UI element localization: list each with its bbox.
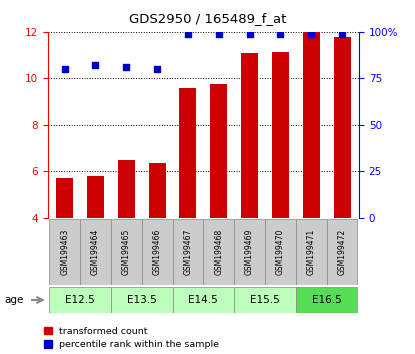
Bar <box>296 219 327 285</box>
Bar <box>111 219 142 285</box>
Text: E15.5: E15.5 <box>250 295 280 305</box>
Text: GSM199467: GSM199467 <box>183 229 193 275</box>
Bar <box>296 287 357 313</box>
Bar <box>203 219 234 285</box>
Bar <box>49 287 111 313</box>
Bar <box>111 287 173 313</box>
Bar <box>334 36 351 218</box>
Text: GSM199464: GSM199464 <box>91 229 100 275</box>
Bar <box>142 219 173 285</box>
Point <box>277 31 284 36</box>
Text: E12.5: E12.5 <box>65 295 95 305</box>
Text: GSM199472: GSM199472 <box>337 229 347 275</box>
Text: GSM199469: GSM199469 <box>245 229 254 275</box>
Point <box>92 62 99 68</box>
Bar <box>87 176 104 218</box>
Bar <box>327 219 357 285</box>
Point <box>185 31 191 36</box>
Point <box>339 31 345 36</box>
Point <box>154 66 161 72</box>
Bar <box>265 219 296 285</box>
Text: GSM199465: GSM199465 <box>122 229 131 275</box>
Bar <box>241 53 258 218</box>
Point <box>215 31 222 36</box>
Text: E16.5: E16.5 <box>312 295 342 305</box>
Bar <box>234 219 265 285</box>
Text: GSM199466: GSM199466 <box>153 229 161 275</box>
Text: E14.5: E14.5 <box>188 295 218 305</box>
Text: GSM199470: GSM199470 <box>276 229 285 275</box>
Bar <box>49 219 80 285</box>
Bar <box>80 219 111 285</box>
Text: GSM199463: GSM199463 <box>60 229 69 275</box>
Bar <box>210 84 227 218</box>
Bar <box>149 163 166 218</box>
Bar <box>173 219 203 285</box>
Text: age: age <box>4 295 24 305</box>
Bar <box>56 178 73 218</box>
Bar <box>179 88 196 218</box>
Legend: transformed count, percentile rank within the sample: transformed count, percentile rank withi… <box>44 326 219 349</box>
Point <box>308 31 315 36</box>
Text: GSM199468: GSM199468 <box>214 229 223 275</box>
Text: GDS2950 / 165489_f_at: GDS2950 / 165489_f_at <box>129 12 286 25</box>
Point <box>246 31 253 36</box>
Text: GSM199471: GSM199471 <box>307 229 316 275</box>
Bar <box>303 32 320 218</box>
Bar <box>272 52 289 218</box>
Bar <box>118 160 135 218</box>
Point <box>61 66 68 72</box>
Bar <box>234 287 296 313</box>
Bar <box>173 287 234 313</box>
Text: E13.5: E13.5 <box>127 295 156 305</box>
Point <box>123 64 129 70</box>
